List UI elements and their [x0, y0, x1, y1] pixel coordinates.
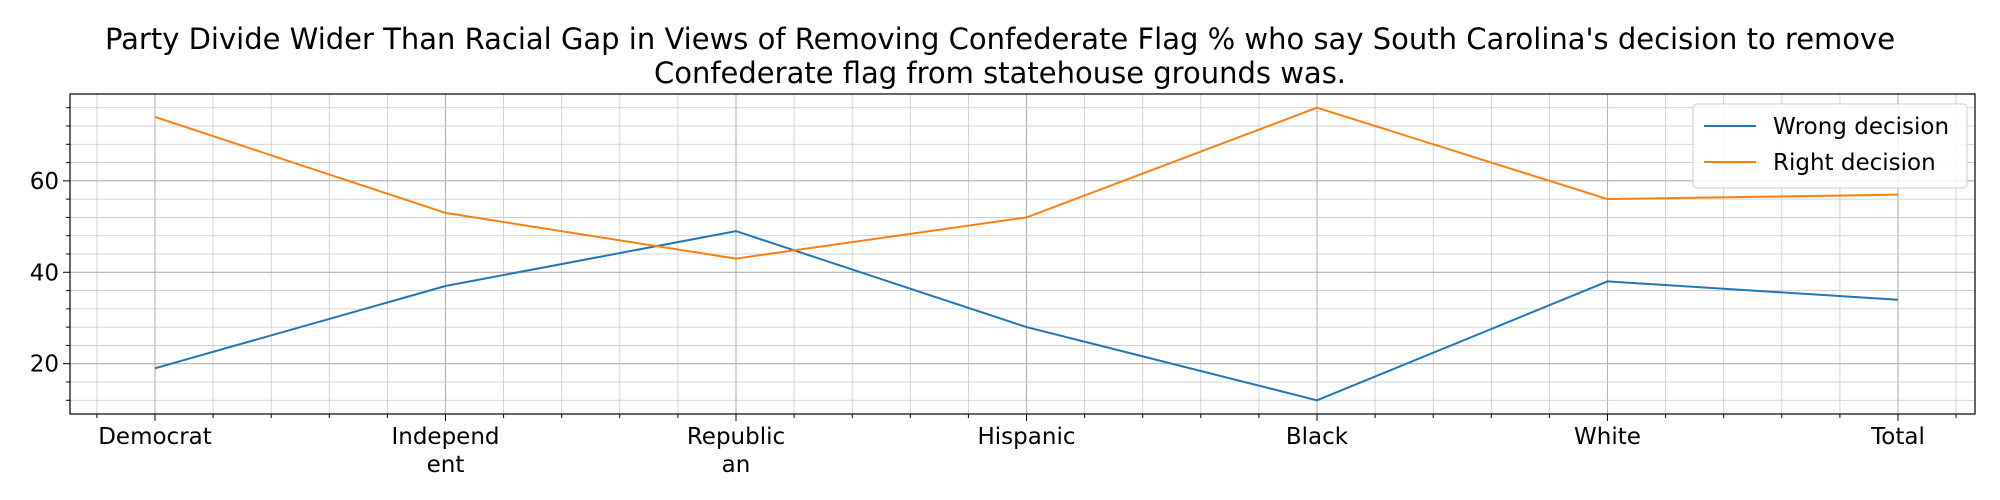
chart-title-line: Party Divide Wider Than Racial Gap in Vi… — [105, 22, 1895, 56]
x-tick-label: Independ ent — [391, 424, 499, 478]
y-tick-label: 60 — [30, 169, 59, 195]
x-tick-label: Hispanic — [978, 424, 1076, 450]
legend-label: Right decision — [1773, 150, 1936, 176]
x-tick-label: Republic an — [687, 424, 785, 478]
x-tick-label: Democrat — [98, 424, 212, 450]
legend-label: Wrong decision — [1773, 114, 1949, 140]
grid-lines — [70, 94, 1975, 414]
chart-title-line: Confederate flag from statehouse grounds… — [654, 56, 1346, 90]
series-lines — [154, 106, 1899, 402]
x-tick-label: Black — [1286, 424, 1349, 450]
x-tick-label: Total — [1870, 424, 1925, 450]
legend: Wrong decision Right decision — [1692, 103, 1968, 189]
y-tick-label: 40 — [30, 260, 59, 286]
chart-title: Party Divide Wider Than Racial Gap in Vi… — [105, 22, 1895, 90]
legend-box — [1692, 103, 1968, 189]
y-axis-tick-labels: 20 40 60 — [30, 169, 59, 378]
x-axis-tick-labels: Democrat Independ ent Republic an Hispanic Bla… — [98, 424, 1925, 478]
axis-ticks — [63, 107, 1957, 421]
y-tick-label: 20 — [30, 352, 59, 378]
x-tick-label: White — [1574, 424, 1641, 450]
